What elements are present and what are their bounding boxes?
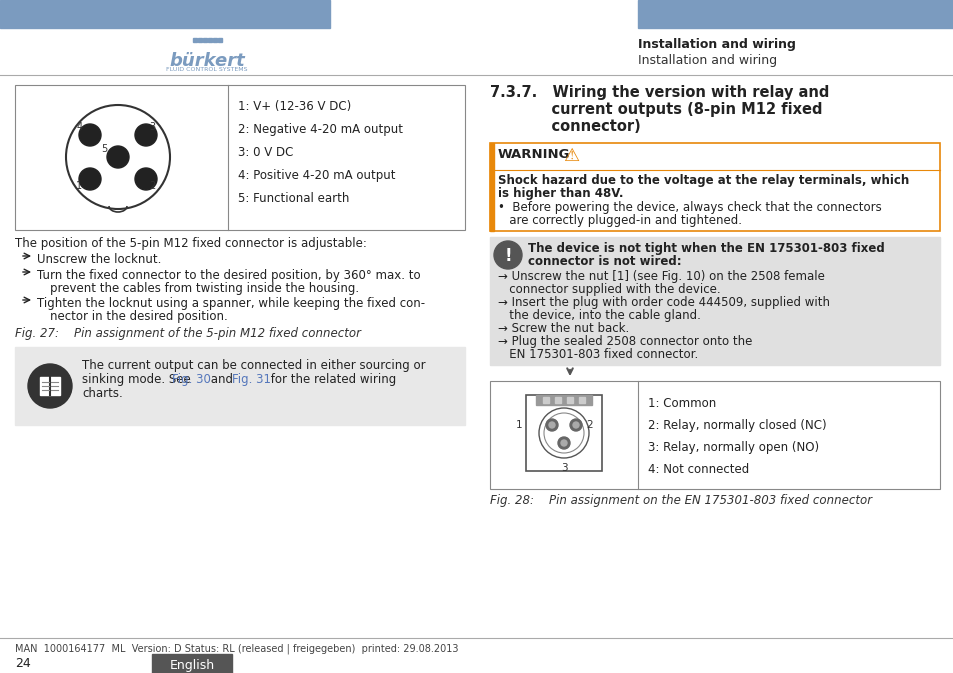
- Text: prevent the cables from twisting inside the housing.: prevent the cables from twisting inside …: [50, 282, 358, 295]
- Bar: [152, 654, 232, 673]
- Text: 5: 5: [101, 144, 107, 154]
- Text: The device is not tight when the EN 175301-803 fixed: The device is not tight when the EN 1753…: [527, 242, 883, 255]
- Circle shape: [79, 168, 101, 190]
- Bar: [490, 143, 939, 231]
- Text: ⚠: ⚠: [562, 147, 578, 165]
- Circle shape: [28, 364, 71, 408]
- Bar: [208, 38, 212, 42]
- Text: 1: 1: [516, 420, 522, 430]
- Text: 4: Positive 4-20 mA output: 4: Positive 4-20 mA output: [237, 169, 395, 182]
- Bar: [193, 38, 196, 42]
- Text: → Insert the plug with order code 444509, supplied with: → Insert the plug with order code 444509…: [497, 296, 829, 309]
- Bar: [638, 0, 953, 28]
- Text: The position of the 5-pin M12 fixed connector is adjustable:: The position of the 5-pin M12 fixed conn…: [15, 237, 367, 250]
- Text: Installation and wiring: Installation and wiring: [638, 38, 795, 51]
- Text: → Plug the sealed 2508 connector onto the: → Plug the sealed 2508 connector onto th…: [497, 335, 752, 348]
- Text: Unscrew the locknut.: Unscrew the locknut.: [37, 253, 161, 266]
- Text: MAN  1000164177  ML  Version: D Status: RL (released | freigegeben)  printed: 29: MAN 1000164177 ML Version: D Status: RL …: [15, 643, 458, 653]
- Text: current outputs (8-pin M12 fixed: current outputs (8-pin M12 fixed: [490, 102, 821, 117]
- Circle shape: [135, 124, 157, 146]
- Bar: [490, 237, 939, 365]
- Text: English: English: [170, 658, 214, 672]
- Text: 1: 1: [76, 181, 82, 191]
- Text: WARNING: WARNING: [497, 148, 570, 161]
- Circle shape: [558, 437, 569, 449]
- Text: and: and: [207, 373, 236, 386]
- Circle shape: [548, 422, 555, 428]
- Text: !: !: [503, 247, 511, 265]
- Bar: [213, 38, 216, 42]
- Text: 7.3.7.   Wiring the version with relay and: 7.3.7. Wiring the version with relay and: [490, 85, 828, 100]
- Text: 24: 24: [15, 657, 30, 670]
- Text: 2: 2: [585, 420, 592, 430]
- Circle shape: [494, 241, 521, 269]
- Text: charts.: charts.: [82, 387, 123, 400]
- Text: 2: Relay, normally closed (NC): 2: Relay, normally closed (NC): [647, 419, 825, 432]
- Bar: [555, 397, 560, 403]
- Bar: [203, 38, 207, 42]
- Circle shape: [135, 168, 157, 190]
- Circle shape: [569, 419, 581, 431]
- Text: 4: Not connected: 4: Not connected: [647, 463, 748, 476]
- Text: bürkert: bürkert: [169, 52, 245, 70]
- Text: are correctly plugged-in and tightened.: are correctly plugged-in and tightened.: [497, 214, 741, 227]
- Text: 1: Common: 1: Common: [647, 397, 716, 410]
- Circle shape: [560, 440, 566, 446]
- Circle shape: [79, 124, 101, 146]
- Text: Turn the fixed connector to the desired position, by 360° max. to: Turn the fixed connector to the desired …: [37, 269, 420, 282]
- Bar: [525, 395, 601, 471]
- Text: for the related wiring: for the related wiring: [267, 373, 395, 386]
- Bar: [566, 397, 573, 403]
- Circle shape: [107, 146, 129, 168]
- Circle shape: [545, 419, 558, 431]
- Bar: [40, 377, 60, 395]
- Text: Fig. 30: Fig. 30: [172, 373, 211, 386]
- Text: → Screw the nut back.: → Screw the nut back.: [497, 322, 629, 335]
- Text: 2: Negative 4-20 mA output: 2: Negative 4-20 mA output: [237, 123, 402, 136]
- Bar: [578, 397, 584, 403]
- Text: Installation and wiring: Installation and wiring: [638, 54, 777, 67]
- Text: FLUID CONTROL SYSTEMS: FLUID CONTROL SYSTEMS: [166, 67, 248, 72]
- Text: sinking mode. See: sinking mode. See: [82, 373, 194, 386]
- Text: 1: V+ (12-36 V DC): 1: V+ (12-36 V DC): [237, 100, 351, 113]
- Bar: [15, 85, 464, 230]
- Text: Tighten the locknut using a spanner, while keeping the fixed con-: Tighten the locknut using a spanner, whi…: [37, 297, 425, 310]
- Text: is higher than 48V.: is higher than 48V.: [497, 187, 623, 200]
- Bar: [198, 38, 202, 42]
- Bar: [218, 38, 222, 42]
- Text: 3: 0 V DC: 3: 0 V DC: [237, 146, 294, 159]
- Bar: [490, 381, 939, 489]
- Text: connector supplied with the device.: connector supplied with the device.: [497, 283, 720, 296]
- Text: EN 175301-803 fixed connector.: EN 175301-803 fixed connector.: [497, 348, 698, 361]
- Bar: [536, 395, 592, 405]
- Text: the device, into the cable gland.: the device, into the cable gland.: [497, 309, 700, 322]
- Text: → Unscrew the nut [1] (see Fig. 10) on the 2508 female: → Unscrew the nut [1] (see Fig. 10) on t…: [497, 270, 824, 283]
- Text: •  Before powering the device, always check that the connectors: • Before powering the device, always che…: [497, 201, 881, 214]
- Text: Fig. 27:    Pin assignment of the 5-pin M12 fixed connector: Fig. 27: Pin assignment of the 5-pin M12…: [15, 327, 360, 340]
- Text: connector is not wired:: connector is not wired:: [527, 255, 680, 268]
- Text: Shock hazard due to the voltage at the relay terminals, which: Shock hazard due to the voltage at the r…: [497, 174, 908, 187]
- Text: Fig. 31: Fig. 31: [232, 373, 271, 386]
- Text: Fig. 28:    Pin assignment on the EN 175301-803 fixed connector: Fig. 28: Pin assignment on the EN 175301…: [490, 494, 871, 507]
- Text: 4: 4: [77, 122, 83, 132]
- Text: 2: 2: [149, 181, 155, 191]
- Bar: [0, 0, 330, 28]
- Text: connector): connector): [490, 119, 640, 134]
- Text: 3: Relay, normally open (NO): 3: Relay, normally open (NO): [647, 441, 819, 454]
- Circle shape: [573, 422, 578, 428]
- Text: nector in the desired position.: nector in the desired position.: [50, 310, 228, 323]
- Text: 3: 3: [149, 122, 155, 132]
- Bar: [490, 143, 494, 231]
- Bar: [542, 397, 548, 403]
- Text: The current output can be connected in either sourcing or: The current output can be connected in e…: [82, 359, 425, 372]
- Text: 5: Functional earth: 5: Functional earth: [237, 192, 349, 205]
- Text: 3: 3: [560, 463, 567, 473]
- Bar: [15, 347, 464, 425]
